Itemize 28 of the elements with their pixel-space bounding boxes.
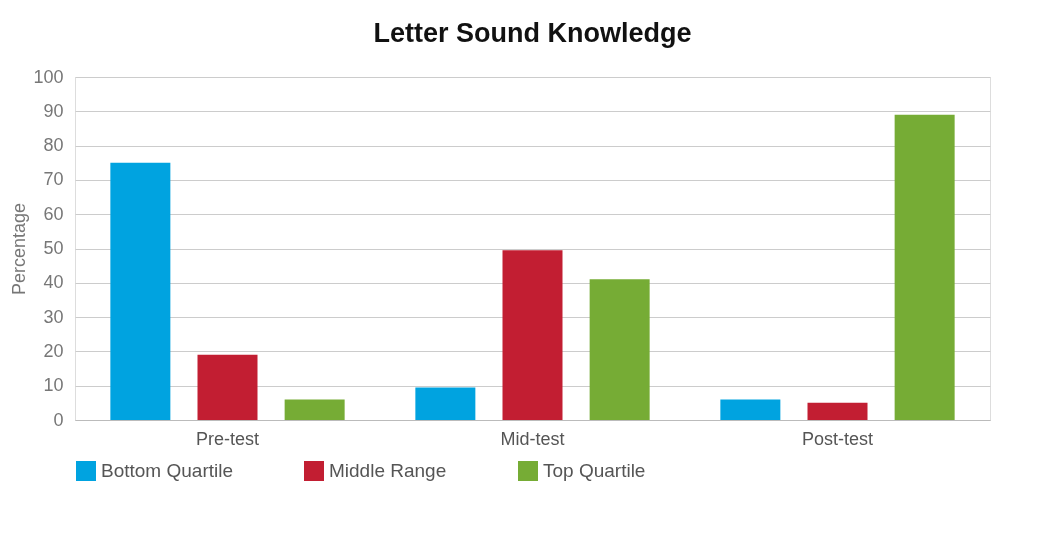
- x-tick-label: Mid-test: [500, 428, 565, 449]
- legend-label: Bottom Quartile: [101, 460, 233, 481]
- chart-title: Letter Sound Knowledge: [373, 18, 692, 48]
- y-tick-label: 70: [43, 169, 64, 190]
- y-tick-label: 20: [43, 340, 64, 361]
- bar: [415, 387, 476, 420]
- y-tick-label: 10: [43, 375, 64, 396]
- bar: [110, 162, 171, 420]
- legend-label: Top Quartile: [543, 460, 646, 481]
- y-tick-label: 40: [43, 272, 64, 293]
- y-axis-title: Percentage: [9, 202, 30, 296]
- y-tick-label: 60: [43, 203, 64, 224]
- bar: [589, 279, 650, 420]
- y-tick-label: 100: [33, 66, 64, 87]
- y-tick-label: 0: [53, 409, 64, 430]
- bar: [197, 354, 258, 420]
- x-tick-label: Pre-test: [195, 428, 260, 449]
- bar: [894, 114, 955, 420]
- bar: [807, 402, 868, 420]
- y-tick-label: 30: [43, 306, 64, 327]
- bar: [284, 399, 345, 420]
- y-tick-label: 80: [43, 135, 64, 156]
- bar: [502, 250, 563, 420]
- legend-label: Middle Range: [329, 460, 447, 481]
- x-tick-label: Post-test: [801, 428, 874, 449]
- y-tick-label: 90: [43, 100, 64, 121]
- y-tick-label: 50: [43, 238, 64, 258]
- bar: [720, 399, 781, 420]
